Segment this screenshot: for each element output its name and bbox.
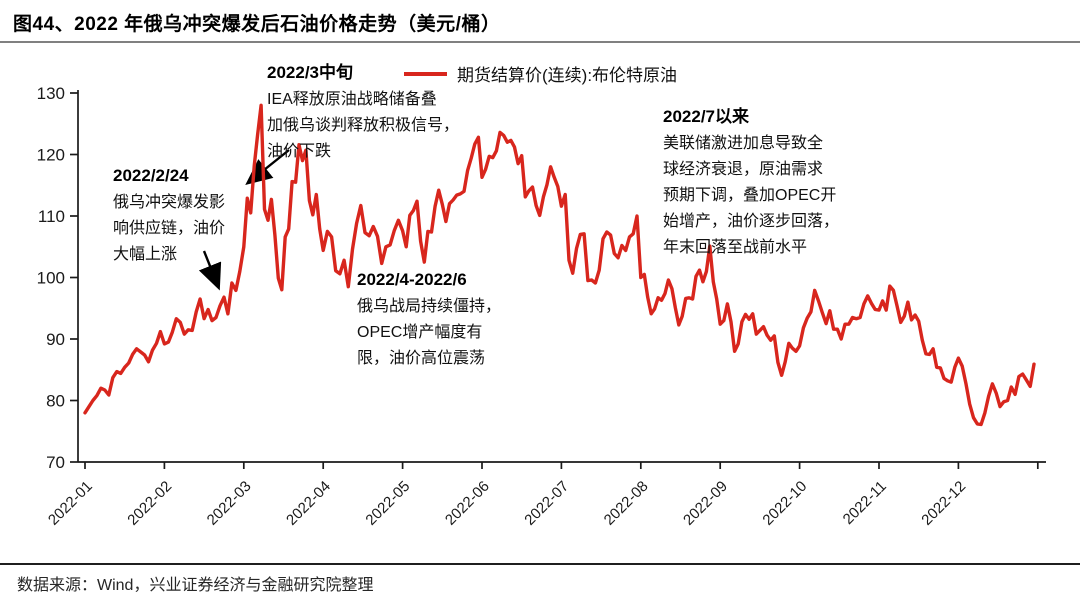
x-tick-label: 2022-08 bbox=[601, 478, 652, 529]
y-tick-label: 120 bbox=[37, 146, 65, 165]
legend-label: 期货结算价(连续):布伦特原油 bbox=[457, 66, 678, 85]
y-tick-label: 70 bbox=[46, 453, 65, 472]
annotation-mar: 2022/3中旬 IEA释放原油战略储备叠 加俄乌谈判释放积极信号， 油价下跌 bbox=[267, 58, 459, 165]
x-tick-label: 2022-04 bbox=[283, 478, 334, 529]
x-tick-label: 2022-01 bbox=[45, 478, 96, 529]
x-tick-label: 2022-06 bbox=[442, 478, 493, 529]
annotation-arrow-mar bbox=[245, 149, 290, 185]
x-tick-label: 2022-03 bbox=[204, 478, 255, 529]
x-tick-label: 2022-12 bbox=[918, 478, 969, 529]
y-tick-label: 110 bbox=[38, 207, 65, 226]
annotation-body: IEA释放原油战略储备叠 加俄乌谈判释放积极信号， 油价下跌 bbox=[267, 91, 460, 160]
legend-line-marker bbox=[404, 71, 447, 76]
annotation-apr-jun: 2022/4-2022/6 俄乌战局持续僵持， OPEC增产幅度有 限，油价高位… bbox=[357, 270, 501, 372]
annotation-title: 2022/2/24 bbox=[113, 166, 189, 185]
x-tick-label: 2022-05 bbox=[362, 478, 413, 529]
y-tick-label: 90 bbox=[46, 330, 65, 349]
annotation-arrow-feb24 bbox=[198, 250, 222, 291]
title-divider bbox=[0, 41, 1080, 43]
x-tick-label: 2022-09 bbox=[680, 478, 731, 529]
annotation-feb24: 2022/2/24 俄乌冲突爆发影 响供应链，油价 大幅上涨 bbox=[113, 166, 225, 268]
data-source: 数据来源：Wind，兴业证券经济与金融研究院整理 bbox=[17, 577, 374, 594]
x-tick-label: 2022-11 bbox=[840, 478, 890, 528]
annotation-title: 2022/4-2022/6 bbox=[357, 270, 467, 289]
annotation-jul: 2022/7以来 美联储激进加息导致全 球经济衰退，原油需求 预期下调，叠加OP… bbox=[663, 102, 839, 261]
annotation-body: 俄乌冲突爆发影 响供应链，油价 大幅上涨 bbox=[113, 194, 226, 263]
x-tick-label: 2022-10 bbox=[759, 478, 810, 529]
y-tick-label: 130 bbox=[37, 84, 65, 103]
annotation-title: 2022/3中旬 bbox=[267, 63, 353, 82]
legend: 期货结算价(连续):布伦特原油 bbox=[404, 61, 677, 86]
x-tick-label: 2022-02 bbox=[124, 478, 175, 529]
x-tick-label: 2022-07 bbox=[521, 478, 572, 529]
annotation-body: 美联储激进加息导致全 球经济衰退，原油需求 预期下调，叠加OPEC开 始增产，油… bbox=[663, 135, 840, 256]
y-tick-label: 100 bbox=[37, 269, 65, 288]
y-tick-label: 80 bbox=[46, 392, 65, 411]
page-title: 图44、2022 年俄乌冲突爆发后石油价格走势（美元/桶） bbox=[13, 14, 501, 35]
annotation-title: 2022/7以来 bbox=[663, 107, 749, 126]
annotation-body: 俄乌战局持续僵持， OPEC增产幅度有 限，油价高位震荡 bbox=[357, 298, 502, 367]
price-line bbox=[83, 103, 1036, 427]
footer-divider bbox=[0, 563, 1080, 565]
